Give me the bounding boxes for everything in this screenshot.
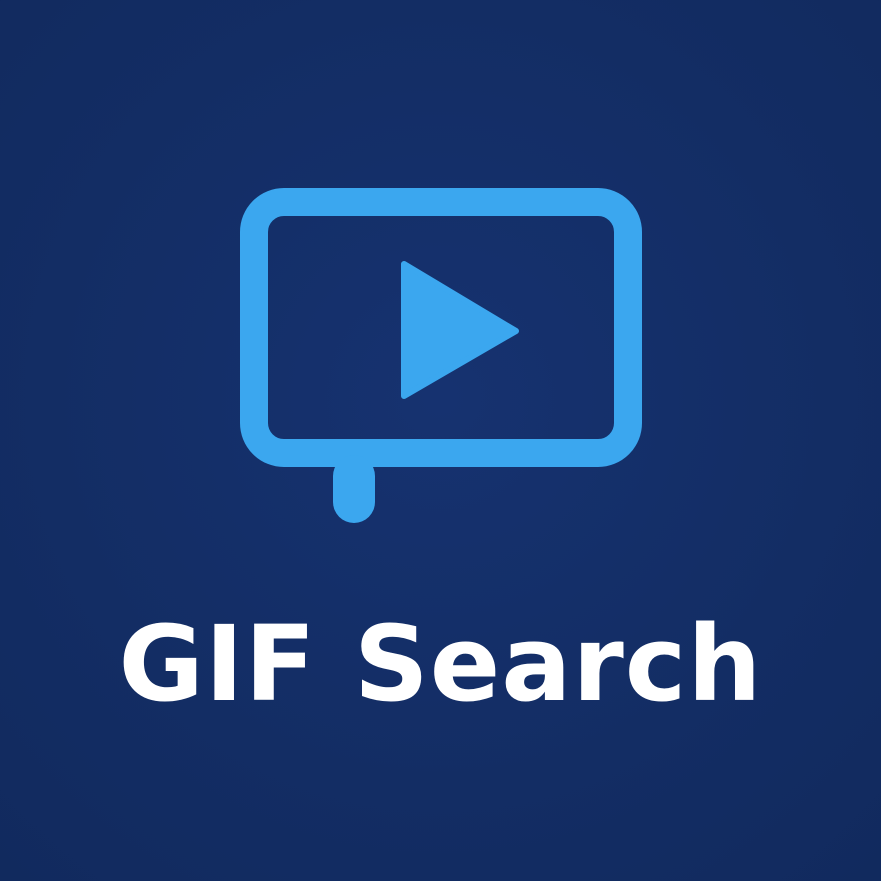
speech-bubble-outline xyxy=(240,188,642,523)
app-name: GIF Search xyxy=(118,603,763,725)
play-icon xyxy=(401,261,519,399)
